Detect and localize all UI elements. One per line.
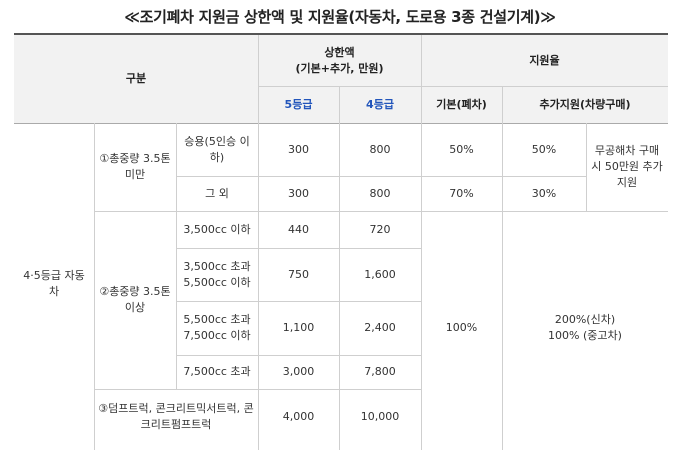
grid-line: [176, 355, 421, 356]
grid-line: [421, 35, 422, 450]
header-rate-label: 지원율: [529, 53, 560, 67]
grid-line: [258, 86, 668, 87]
grid-line: [176, 248, 421, 249]
header-extra: 추가지원(차량구매): [502, 86, 668, 123]
grid-line: [176, 301, 421, 302]
header-basic-label: 기본(폐차): [436, 97, 487, 111]
g2-row4-type: 7,500cc 초과: [183, 365, 251, 378]
grid-line: [94, 389, 421, 390]
g1-row2-grade4: 800: [369, 186, 391, 200]
grid-line: [586, 123, 587, 211]
g1-row2-basic: 70%: [449, 186, 474, 200]
header-cap-unit: (기본+추가, 만원): [295, 61, 384, 75]
g1-row2-type: 그 외: [205, 186, 229, 200]
vehicle-class-cell: 4·5등급 자동 차: [14, 123, 94, 445]
header-grade5-label: 5등급: [284, 97, 313, 111]
grid-line: [176, 176, 586, 177]
g3-grade4: 10,000: [360, 410, 400, 423]
header-category-label: 구분: [125, 72, 147, 85]
g2-row3-type-line2: 7,500cc 이하: [183, 329, 251, 342]
header-basic: 기본(폐차): [421, 86, 502, 123]
header-cap-title: 상한액: [324, 45, 355, 59]
g2-row3-grade5: 1,100: [282, 321, 315, 334]
grid-line: [94, 123, 95, 450]
g3-label: ③덤프트럭, 콘크리트믹서트럭, 콘 크리트펌프트럭: [94, 389, 258, 445]
g2-row2-type-line1: 3,500cc 초과: [183, 259, 251, 273]
g2-row2-grade5: 750: [288, 267, 309, 281]
g1-row1-grade4: 800: [369, 142, 391, 156]
header-extra-label: 추가지원(차량구매): [539, 97, 631, 111]
g1-note-line3: 지원: [616, 176, 638, 189]
header-grade5: 5등급: [258, 86, 339, 123]
g1-row2-extra: 30%: [531, 186, 557, 200]
group1-label: ①총중량 3.5톤 미만: [94, 123, 176, 211]
g2-row2-grade4: 1,600: [364, 267, 396, 281]
g2-extra-line2: 100% (중고차): [548, 329, 622, 342]
g2-row4-grade4: 7,800: [364, 365, 396, 378]
grid-line: [176, 123, 177, 389]
group2-line1: ②총중량 3.5톤: [99, 285, 171, 298]
g2-row3-type-line1: 5,500cc 초과: [183, 313, 251, 326]
g2-row3-grade4: 2,400: [364, 321, 396, 334]
group1-line1: ①총중량 3.5톤: [99, 152, 171, 165]
g2-row1-grade5: 440: [288, 222, 309, 236]
header-grade4: 4등급: [339, 86, 421, 123]
header-category: 구분: [14, 35, 258, 123]
vehicle-class-line2: 차: [48, 285, 60, 298]
g1-row1-extra: 50%: [531, 142, 557, 156]
vehicle-class-line1: 4·5등급 자동: [23, 269, 85, 282]
g2-row2-type: 3,500cc 초과 5,500cc 이하: [176, 248, 258, 301]
g1-row1-type-line1: 승용(5인승 이: [184, 134, 250, 148]
group2-label: ②총중량 3.5톤 이상: [94, 211, 176, 389]
g2-row4-grade5: 3,000: [282, 365, 315, 378]
group1-line2: 미만: [124, 168, 146, 181]
page-title: ≪조기폐차 지원금 상한액 및 지원율(자동차, 도로용 3종 건설기계)≫: [124, 8, 556, 26]
g1-row1-grade5: 300: [288, 142, 309, 156]
table-top-border: [14, 33, 668, 35]
group2-line2: 이상: [124, 301, 146, 314]
g1-row1-basic: 50%: [449, 142, 474, 156]
g2-row2-type-line2: 5,500cc 이하: [183, 275, 251, 289]
g1-note: 무공해차 구매 시 50만원 추가 지원: [586, 123, 668, 211]
grid-line: [258, 35, 259, 450]
g1-row1-type: 승용(5인승 이 하): [176, 123, 258, 176]
g3-line2: 크리트펌프트럭: [140, 418, 212, 431]
g2-row1-grade4: 720: [369, 222, 391, 236]
g1-row2-grade5: 300: [288, 186, 309, 200]
grid-line: [339, 86, 340, 450]
grid-line: [502, 86, 503, 450]
grid-line: [14, 123, 668, 124]
g3-line1: ③덤프트럭, 콘크리트믹서트럭, 콘: [98, 402, 254, 415]
g2-extra-line1: 200%(신차): [554, 313, 616, 326]
g2-basic-rate: 100%: [445, 321, 478, 334]
grid-line: [94, 211, 668, 212]
g1-row1-type-line2: 하): [209, 150, 225, 164]
g2-row1-type: 3,500cc 이하: [183, 222, 251, 236]
g1-note-line2: 시 50만원 추가: [591, 160, 663, 173]
g3-grade5: 4,000: [282, 410, 315, 423]
g2-extra-rate: 200%(신차) 100% (중고차): [502, 211, 668, 445]
g1-note-line1: 무공해차 구매: [594, 144, 660, 157]
header-grade4-label: 4등급: [366, 97, 394, 111]
g2-row3-type: 5,500cc 초과 7,500cc 이하: [176, 301, 258, 355]
header-cap: 상한액 (기본+추가, 만원): [258, 35, 421, 86]
header-rate: 지원율: [421, 35, 668, 86]
